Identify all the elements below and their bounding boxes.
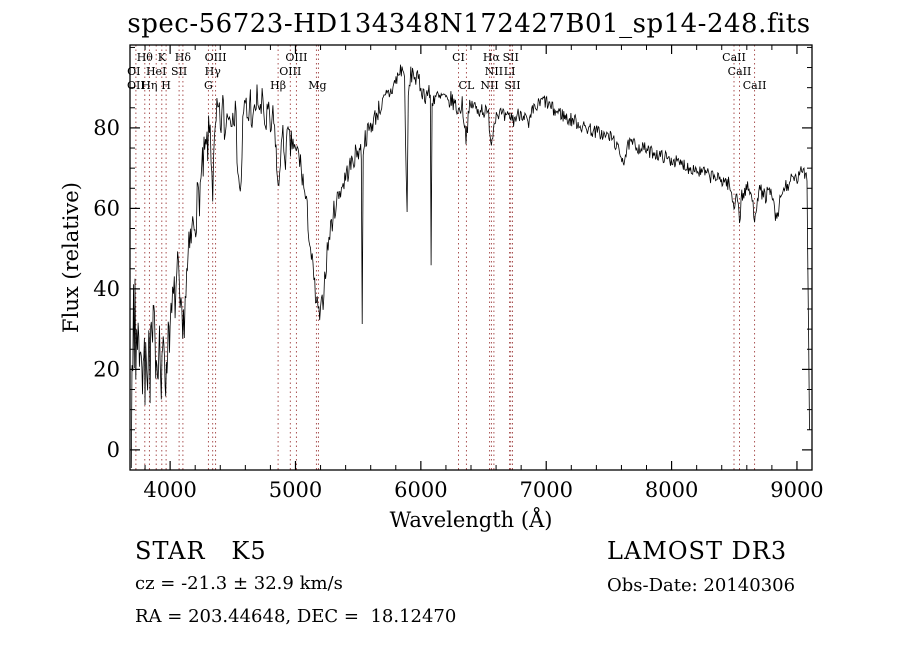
spectral-line-label: Hθ (137, 51, 154, 64)
y-tick-label: 20 (93, 357, 120, 381)
x-tick-label: 7000 (519, 478, 572, 502)
spectrum-trace (130, 64, 810, 469)
spectral-line-label: G (204, 79, 213, 92)
spectral-line-label: Hδ (175, 51, 192, 64)
spectral-line-label: H (161, 79, 171, 92)
spectral-line-label: Hα (483, 51, 501, 64)
cz-text: cz = -21.3 ± 32.9 km/s (135, 573, 343, 594)
y-tick-label: 60 (93, 196, 120, 220)
spectral-line-label: Mg (308, 79, 326, 92)
spectral-line-label: Hγ (205, 65, 222, 78)
spectral-line-label: CL (459, 79, 475, 92)
ra-dec-text: RA = 203.44648, DEC = 18.12470 (135, 606, 457, 627)
plot-title: spec-56723-HD134348N172427B01_sp14-248.f… (127, 9, 811, 39)
obs-date-text: Obs-Date: 20140306 (607, 575, 796, 596)
x-tick-label: 9000 (770, 478, 823, 502)
spectral-line-label: K (158, 51, 167, 64)
y-tick-label: 80 (93, 116, 120, 140)
y-tick-label: 40 (93, 277, 120, 301)
spectral-line-label: CaII (728, 65, 752, 78)
spectral-line-label: OIII (285, 51, 307, 64)
y-tick-label: 0 (107, 438, 120, 462)
x-tick-label: 5000 (269, 478, 322, 502)
spectral-line-label: CI (452, 51, 465, 64)
spectral-line-label: SII (503, 51, 519, 64)
classification-text: STAR K5 (135, 537, 267, 565)
spectral-line-label: Hβ (270, 79, 286, 92)
spectral-line-label: NII (485, 65, 503, 78)
spectral-line-label: OIII (279, 65, 301, 78)
spectral-line-label: Hη (141, 79, 157, 92)
spectral-line-label: SII (504, 79, 520, 92)
plot-frame (129, 44, 813, 471)
spectral-line-label: SII (171, 65, 187, 78)
survey-text: LAMOST DR3 (607, 537, 788, 565)
x-tick-label: 4000 (143, 478, 196, 502)
spectral-line-label: OII (127, 79, 145, 92)
spectral-line-label: HeI (146, 65, 166, 78)
y-axis-label: Flux (relative) (59, 182, 83, 333)
spectral-line-label: LI (504, 65, 516, 78)
x-tick-label: 8000 (645, 478, 698, 502)
spectral-line-label: CaII (722, 51, 746, 64)
spectral-line-label: OI (127, 65, 140, 78)
x-tick-label: 6000 (394, 478, 447, 502)
spectral-line-label: NII (480, 79, 498, 92)
spectral-line-label: OIII (205, 51, 227, 64)
x-axis-label: Wavelength (Å) (390, 507, 553, 532)
spectral-line-label: CaII (743, 79, 767, 92)
